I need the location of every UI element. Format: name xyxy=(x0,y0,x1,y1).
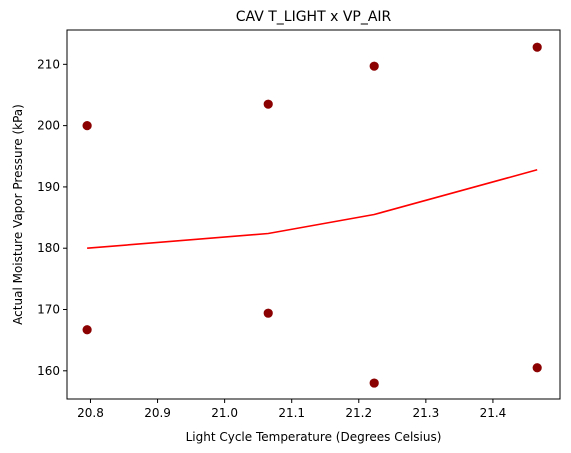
x-axis-label: Light Cycle Temperature (Degrees Celsius… xyxy=(186,430,442,444)
plot-frame xyxy=(66,29,561,400)
x-tick-label: 21.0 xyxy=(211,406,238,420)
y-axis-label: Actual Moisture Vapor Pressure (kPa) xyxy=(11,104,25,325)
plot-area xyxy=(82,42,542,388)
scatter-point xyxy=(263,308,273,318)
y-tick-label: 190 xyxy=(37,180,60,194)
y-tick-label: 200 xyxy=(37,119,60,133)
trend-line xyxy=(87,168,538,250)
x-tick-label: 21.4 xyxy=(480,406,507,420)
scatter-point xyxy=(263,99,273,109)
y-tick-label: 210 xyxy=(37,57,60,71)
scatter-point xyxy=(369,61,379,71)
y-tick-label: 160 xyxy=(37,364,60,378)
x-tick-label: 21.3 xyxy=(412,406,439,420)
y-axis: 160 170 180 190 200 210 xyxy=(37,57,67,378)
y-tick-label: 180 xyxy=(37,241,60,255)
scatter-point xyxy=(532,42,542,52)
chart-title: CAV T_LIGHT x VP_AIR xyxy=(236,9,392,25)
scatter-point xyxy=(532,363,542,373)
scatter-point xyxy=(82,121,92,131)
scatter-point xyxy=(82,325,92,335)
x-tick-label: 20.9 xyxy=(144,406,171,420)
x-tick-label: 20.8 xyxy=(77,406,104,420)
x-axis: 20.8 20.9 21.0 21.1 21.2 21.3 21.4 xyxy=(77,399,506,420)
y-tick-label: 170 xyxy=(37,303,60,317)
x-tick-label: 21.1 xyxy=(278,406,305,420)
x-tick-label: 21.2 xyxy=(345,406,372,420)
scatter-point xyxy=(369,378,379,388)
